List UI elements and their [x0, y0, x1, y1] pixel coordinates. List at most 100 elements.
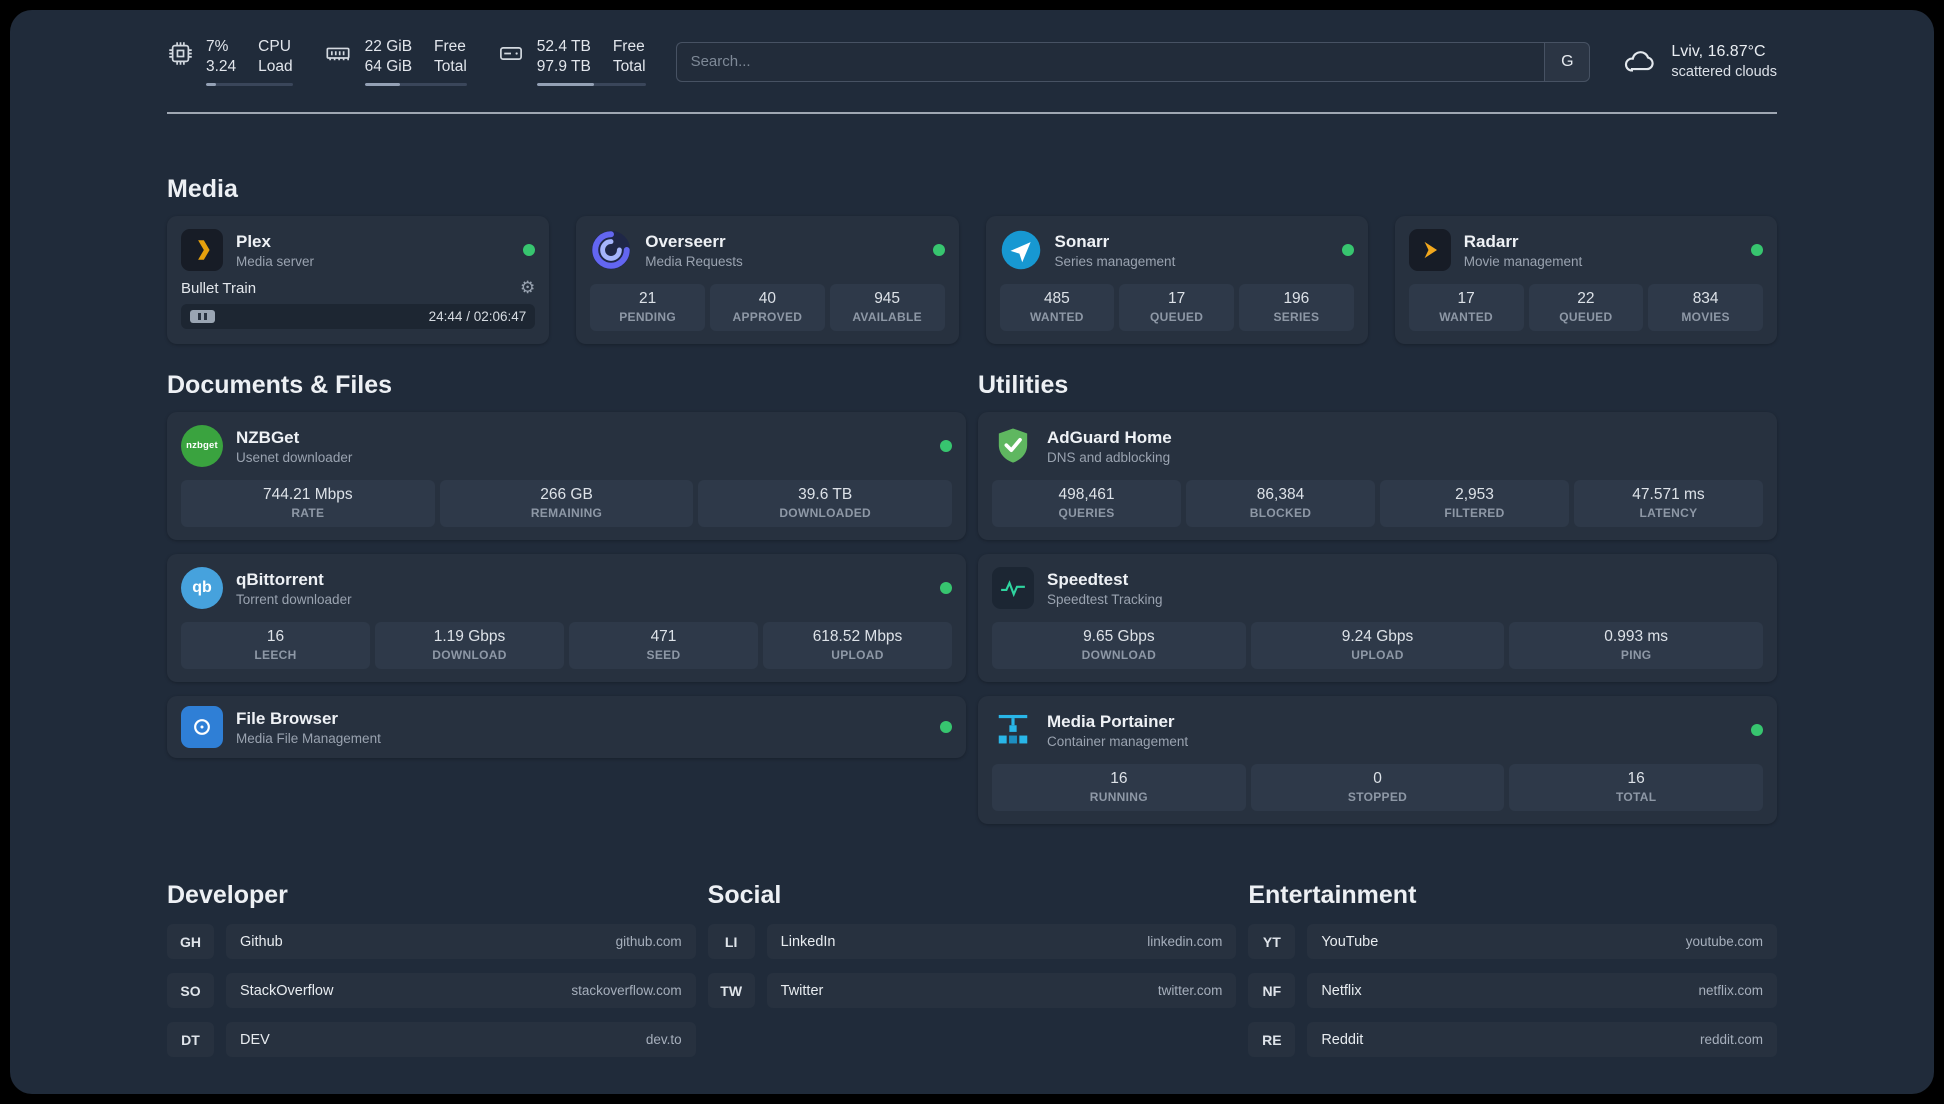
stat-label: MOVIES: [1681, 310, 1730, 324]
stat-upload: 9.24 Gbps UPLOAD: [1250, 622, 1505, 669]
speedtest-icon: [992, 567, 1034, 609]
stat-label: LEECH: [254, 648, 297, 662]
app-card-filebrowser[interactable]: File Browser Media File Management: [167, 696, 966, 758]
stat-value: 0.993 ms: [1604, 628, 1669, 645]
link-name: StackOverflow: [240, 982, 334, 999]
app-subtitle: DNS and adblocking: [1047, 449, 1171, 465]
player-progress-bar[interactable]: 24:44 / 02:06:47: [181, 304, 536, 329]
stat-value: 86,384: [1256, 486, 1305, 503]
stat-label: AVAILABLE: [852, 310, 922, 324]
app-card-speedtest[interactable]: Speedtest Speedtest Tracking 9.65 Gbps D…: [978, 554, 1777, 682]
gear-icon[interactable]: ⚙: [520, 278, 536, 298]
stat-rate: 744.21 Mbps RATE: [181, 480, 435, 527]
link-dev[interactable]: DT DEV dev.to: [167, 1022, 696, 1057]
stat-value: 22: [1577, 290, 1595, 307]
app-card-portainer[interactable]: Media Portainer Container management 16 …: [978, 696, 1777, 824]
section-title-social: Social: [707, 881, 782, 909]
link-url: stackoverflow.com: [571, 983, 682, 998]
section-entertainment: Entertainment YT YouTube youtube.com NF …: [1248, 880, 1777, 1057]
app-card-adguard[interactable]: AdGuard Home DNS and adblocking 498,461 …: [978, 412, 1777, 540]
stat-value: 266 GB: [540, 486, 593, 503]
stat-label: DOWNLOAD: [1081, 648, 1157, 662]
link-github[interactable]: GH Github github.com: [167, 924, 696, 959]
cpu-percent: 7%: [206, 38, 229, 55]
app-subtitle: Movie management: [1463, 253, 1583, 269]
stat-value: 39.6 TB: [798, 486, 853, 503]
disk-widget: 52.4 TB Free 97.9 TB Total: [497, 37, 646, 86]
app-card-nzbget[interactable]: nzbget NZBGet Usenet downloader 744.21 M…: [167, 412, 966, 540]
section-documents: Documents & Files nzbget NZBGet Usenet d…: [167, 370, 966, 758]
link-twitter[interactable]: TW Twitter twitter.com: [707, 973, 1237, 1008]
weather-widget[interactable]: Lviv, 16.87°C scattered clouds: [1620, 43, 1777, 80]
cpu-load-value: 3.24: [206, 58, 237, 75]
app-card-radarr[interactable]: Radarr Movie management 17 WANTED 22 QUE…: [1394, 216, 1777, 344]
stat-label: REMAINING: [530, 506, 603, 520]
status-dot: [1751, 244, 1763, 256]
status-dot: [932, 244, 945, 256]
app-subtitle: Torrent downloader: [236, 591, 352, 607]
app-subtitle: Usenet downloader: [236, 449, 353, 465]
section-social: Social LI LinkedIn linkedin.com TW Twitt…: [707, 880, 1237, 1008]
link-name: Reddit: [1321, 1031, 1364, 1048]
search-input[interactable]: [675, 41, 1545, 82]
stat-value: 1.19 Gbps: [433, 628, 506, 645]
qbittorrent-icon: qb: [181, 567, 223, 609]
link-youtube[interactable]: YT YouTube youtube.com: [1248, 924, 1777, 959]
weather-condition: scattered clouds: [1671, 64, 1777, 80]
stat-value: 16: [266, 628, 285, 645]
stat-label: LATENCY: [1639, 506, 1698, 520]
status-dot: [940, 440, 952, 452]
disk-total-value: 97.9 TB: [536, 58, 591, 75]
link-pill: Netflix netflix.com: [1307, 973, 1777, 1008]
link-pill: DEV dev.to: [226, 1022, 696, 1057]
pause-button[interactable]: [190, 310, 215, 323]
stat-label: QUEUED: [1150, 310, 1204, 324]
status-dot: [940, 721, 952, 733]
link-abbr: DT: [167, 1022, 214, 1057]
section-title-utilities: Utilities: [978, 371, 1069, 399]
stat-leech: 16 LEECH: [181, 622, 370, 669]
stat-value: 17: [1457, 290, 1475, 307]
stat-label: DOWNLOAD: [432, 648, 507, 662]
stat-value: 9.65 Gbps: [1083, 628, 1155, 645]
nzbget-icon: nzbget: [181, 425, 223, 467]
stat-download: 1.19 Gbps DOWNLOAD: [375, 622, 564, 669]
link-netflix[interactable]: NF Netflix netflix.com: [1248, 973, 1777, 1008]
status-dot: [1341, 244, 1354, 256]
stat-value: 47.571 ms: [1632, 486, 1705, 503]
link-pill: StackOverflow stackoverflow.com: [226, 973, 696, 1008]
stat-value: 9.24 Gbps: [1341, 628, 1414, 645]
stat-queued: 22 QUEUED: [1528, 284, 1644, 331]
app-card-overseerr[interactable]: Overseerr Media Requests 21 PENDING 40 A…: [576, 216, 959, 344]
stat-value: 40: [758, 290, 776, 307]
stat-value: 21: [639, 290, 657, 307]
ram-usage-bar: [364, 83, 467, 86]
link-url: linkedin.com: [1147, 934, 1223, 949]
stat-blocked: 86,384 BLOCKED: [1186, 480, 1375, 527]
link-pill: Twitter twitter.com: [766, 973, 1237, 1008]
link-stackoverflow[interactable]: SO StackOverflow stackoverflow.com: [167, 973, 696, 1008]
link-url: github.com: [615, 934, 682, 949]
app-subtitle: Speedtest Tracking: [1047, 591, 1163, 607]
stat-label: RUNNING: [1089, 790, 1148, 804]
app-subtitle: Media server: [236, 253, 315, 269]
link-pill: YouTube youtube.com: [1307, 924, 1777, 959]
radarr-icon: [1408, 229, 1451, 271]
app-card-plex[interactable]: Plex Media server Bullet Train ⚙ 24:44 /…: [167, 216, 550, 344]
link-abbr: NF: [1248, 973, 1296, 1008]
app-card-sonarr[interactable]: Sonarr Series management 485 WANTED 17 Q…: [985, 216, 1368, 344]
link-reddit[interactable]: RE Reddit reddit.com: [1248, 1022, 1777, 1057]
stat-ping: 0.993 ms PING: [1509, 622, 1764, 669]
status-dot: [940, 582, 952, 594]
app-name: Radarr: [1463, 231, 1519, 251]
link-name: Github: [240, 933, 283, 950]
plex-now-playing: Bullet Train ⚙ 24:44 / 02:06:47: [181, 278, 536, 329]
app-card-qbittorrent[interactable]: qb qBittorrent Torrent downloader 16 LEE…: [167, 554, 966, 682]
overseerr-icon: [590, 229, 632, 271]
stat-approved: 40 APPROVED: [710, 284, 825, 331]
search-engine-button[interactable]: G: [1544, 41, 1591, 82]
app-name: Plex: [236, 231, 271, 251]
ram-total-label: Total: [434, 58, 467, 75]
filebrowser-icon: [181, 706, 223, 748]
link-linkedin[interactable]: LI LinkedIn linkedin.com: [707, 924, 1237, 959]
